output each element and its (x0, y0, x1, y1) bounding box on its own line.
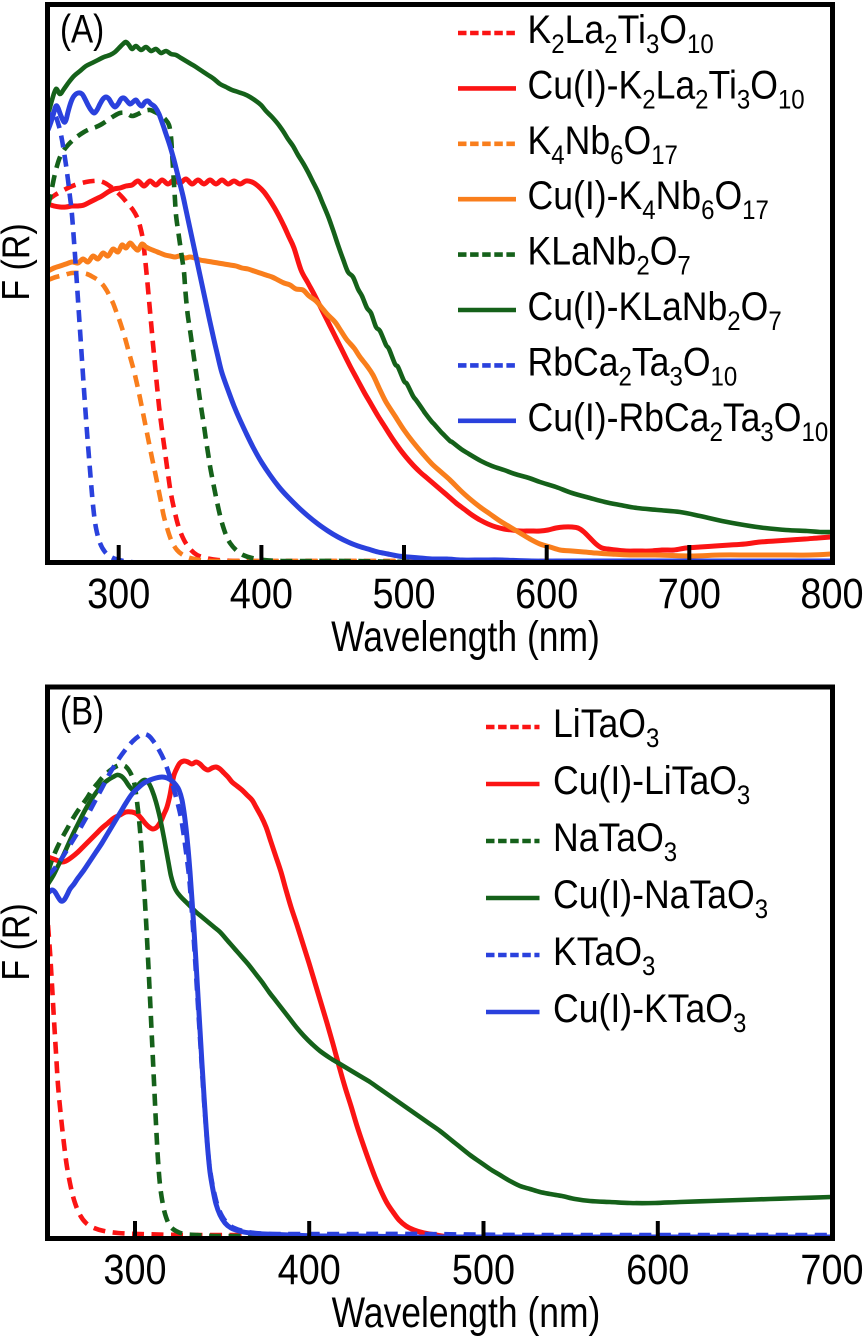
svg-text:600: 600 (515, 569, 578, 618)
svg-text:(A): (A) (60, 7, 104, 52)
svg-text:F (R): F (R) (0, 903, 38, 980)
svg-text:NaTaO3​: NaTaO3​ (553, 816, 677, 867)
svg-text:500: 500 (452, 1245, 515, 1294)
svg-text:800: 800 (800, 569, 863, 618)
svg-text:LiTaO3​: LiTaO3​ (553, 702, 659, 753)
svg-text:Cu(I)-K2​La2​Ti3​O10​: Cu(I)-K2​La2​Ti3​O10​ (528, 64, 805, 115)
svg-text:Wavelength (nm): Wavelength (nm) (332, 1289, 601, 1337)
svg-text:Cu(I)-LiTaO3​: Cu(I)-LiTaO3​ (553, 759, 750, 810)
svg-text:Cu(I)-KLaNb2​O7​: Cu(I)-KLaNb2​O7​ (528, 285, 782, 336)
svg-text:500: 500 (372, 569, 435, 618)
svg-text:KLaNb2​O7​: KLaNb2​O7​ (528, 230, 691, 281)
svg-text:Wavelength (nm): Wavelength (nm) (331, 613, 600, 661)
svg-text:300: 300 (87, 569, 150, 618)
svg-text:700: 700 (658, 569, 721, 618)
svg-text:Cu(I)-NaTaO3​: Cu(I)-NaTaO3​ (553, 873, 768, 924)
svg-text:700: 700 (800, 1245, 863, 1294)
svg-text:F (R): F (R) (0, 223, 38, 300)
svg-text:RbCa2​Ta3​O10​: RbCa2​Ta3​O10​ (528, 341, 738, 392)
svg-text:400: 400 (278, 1245, 341, 1294)
svg-text:600: 600 (626, 1245, 689, 1294)
svg-text:(B): (B) (60, 689, 104, 734)
svg-text:Cu(I)-KTaO3​: Cu(I)-KTaO3​ (553, 987, 746, 1038)
svg-text:K2​La2​Ti3​O10​: K2​La2​Ti3​O10​ (528, 8, 714, 59)
svg-text:400: 400 (230, 569, 293, 618)
svg-text:KTaO3​: KTaO3​ (553, 930, 655, 981)
svg-text:300: 300 (103, 1245, 166, 1294)
svg-text:Cu(I)-RbCa2​Ta3​O10​: Cu(I)-RbCa2​Ta3​O10​ (528, 396, 829, 447)
